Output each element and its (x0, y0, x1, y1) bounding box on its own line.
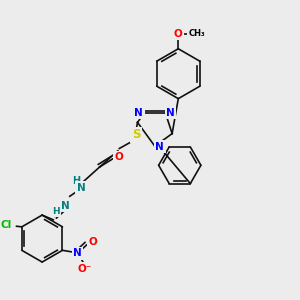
Text: S: S (132, 128, 140, 141)
Text: O: O (114, 152, 123, 162)
Text: Cl: Cl (1, 220, 12, 230)
Text: N: N (77, 182, 85, 193)
Text: N: N (74, 248, 82, 258)
Text: CH₃: CH₃ (188, 29, 205, 38)
Text: O⁻: O⁻ (77, 263, 92, 274)
Text: N: N (134, 108, 143, 118)
Text: H: H (72, 176, 80, 186)
Text: N: N (61, 201, 69, 211)
Text: H: H (52, 207, 59, 216)
Text: N: N (166, 108, 175, 118)
Text: O: O (88, 236, 97, 247)
Text: O: O (174, 28, 183, 38)
Text: N: N (155, 142, 164, 152)
